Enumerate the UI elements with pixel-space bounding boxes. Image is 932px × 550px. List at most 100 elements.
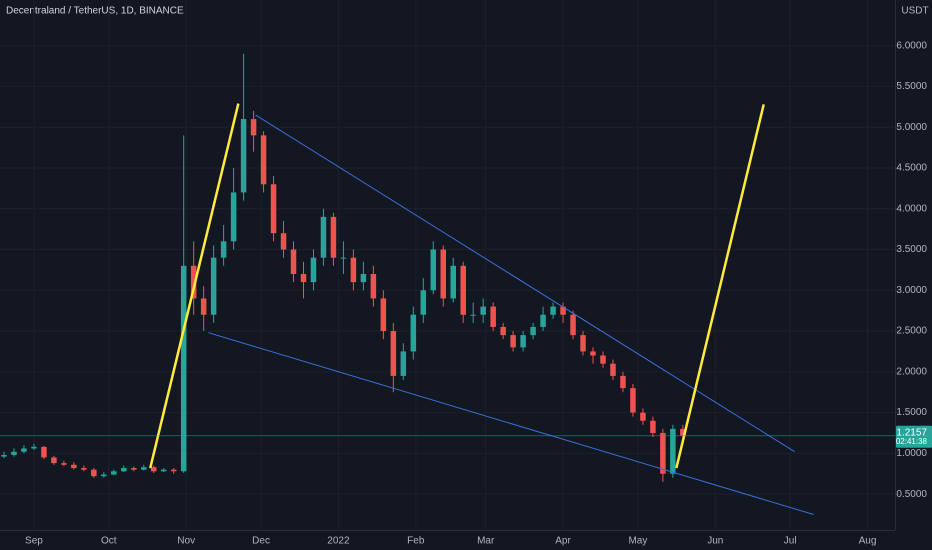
x-tick-label: Jun	[707, 536, 723, 547]
candle-body	[380, 298, 387, 332]
candle-body	[680, 428, 686, 436]
candle-body	[540, 314, 546, 327]
candle-body	[230, 192, 237, 242]
candle-body	[150, 467, 157, 472]
candle-body	[330, 216, 337, 258]
candle-body	[160, 469, 167, 472]
trendline	[208, 332, 814, 515]
candle-body	[31, 446, 37, 449]
candle-body	[670, 428, 676, 474]
y-tick-label: 0.5000	[896, 489, 927, 500]
candle-body	[41, 446, 47, 458]
y-tick-label: 5.5000	[896, 81, 927, 92]
candle-body	[510, 335, 516, 348]
candle-body	[101, 474, 107, 477]
candle-body	[530, 326, 536, 336]
candle-body	[450, 265, 456, 299]
candle-body	[260, 135, 267, 185]
countdown-label: 02:41:38	[896, 437, 928, 446]
candle-body	[660, 432, 666, 474]
candle-body	[580, 335, 586, 352]
candle-body	[550, 306, 556, 315]
price-unit: USDT	[901, 6, 928, 17]
x-tick-label: Jul	[784, 536, 797, 547]
candle-body	[500, 326, 506, 336]
candle-body	[170, 469, 177, 472]
candle-body	[560, 306, 566, 315]
candle-body	[270, 184, 277, 234]
candle-body	[610, 363, 616, 376]
candle-body	[200, 298, 207, 315]
chart-title: Decentraland / TetherUS, 1D, BINANCE	[6, 6, 184, 17]
candle-body	[141, 467, 147, 470]
candle-body	[640, 412, 646, 421]
y-tick-label: 5.0000	[896, 122, 927, 133]
candle-body	[400, 351, 407, 376]
candle-body	[310, 257, 317, 283]
candle-body	[630, 388, 636, 413]
y-tick-label: 1.0000	[896, 448, 927, 459]
x-tick-label: May	[628, 536, 647, 547]
x-tick-label: Aug	[859, 536, 877, 547]
trendline	[255, 114, 795, 453]
y-tick-label: 4.5000	[896, 163, 927, 174]
candle-body	[21, 448, 27, 452]
candle-body	[430, 249, 437, 291]
candle-body	[300, 273, 307, 283]
candle-body	[190, 265, 197, 299]
candle-body	[61, 463, 67, 465]
candle-body	[410, 314, 417, 352]
candle-body	[121, 468, 127, 472]
candle-body	[91, 469, 97, 477]
candle-body	[470, 314, 476, 316]
candle-body	[250, 119, 257, 136]
x-tick-label: Mar	[477, 536, 495, 547]
candle-body	[71, 464, 77, 469]
candle-body	[460, 265, 466, 315]
trendline	[675, 104, 765, 469]
trendline	[149, 103, 240, 469]
x-tick-label: Apr	[555, 536, 571, 547]
candle-body	[220, 241, 227, 258]
y-tick-label: 3.0000	[896, 285, 927, 296]
x-tick-label: Sep	[25, 536, 43, 547]
candle-body	[111, 471, 117, 475]
x-tick-label: Nov	[177, 536, 195, 547]
candle-body	[180, 265, 187, 472]
y-tick-label: 6.0000	[896, 40, 927, 51]
x-tick-label: Oct	[101, 536, 117, 547]
candle-body	[210, 257, 217, 315]
x-tick-label: Dec	[252, 536, 270, 547]
last-price-box	[896, 425, 932, 448]
x-tick-label: 2022	[327, 536, 350, 547]
candle-body	[131, 468, 137, 470]
candle-body	[240, 119, 247, 193]
candle-body	[480, 306, 486, 315]
candle-body	[290, 249, 297, 274]
candle-body	[81, 468, 87, 470]
candle-body	[340, 257, 347, 259]
candle-body	[590, 351, 596, 356]
candle-body	[390, 331, 397, 376]
candle-body	[280, 233, 287, 250]
candle-body	[490, 306, 496, 327]
candle-body	[650, 420, 656, 433]
candle-body	[520, 335, 526, 348]
candle-body	[320, 216, 327, 258]
candle-body	[350, 257, 357, 283]
y-tick-label: 3.5000	[896, 244, 927, 255]
candle-body	[600, 355, 606, 364]
y-tick-label: 1.5000	[896, 407, 927, 418]
candle-body	[370, 273, 377, 299]
y-tick-label: 2.5000	[896, 326, 927, 337]
x-tick-label: Feb	[407, 536, 425, 547]
candle-body	[570, 314, 576, 336]
candle-body	[51, 457, 57, 464]
y-tick-label: 2.0000	[896, 366, 927, 377]
last-price-label: 1.2157	[896, 427, 927, 438]
candle-body	[11, 451, 17, 455]
candle-body	[360, 273, 367, 283]
candle-body	[620, 375, 626, 389]
